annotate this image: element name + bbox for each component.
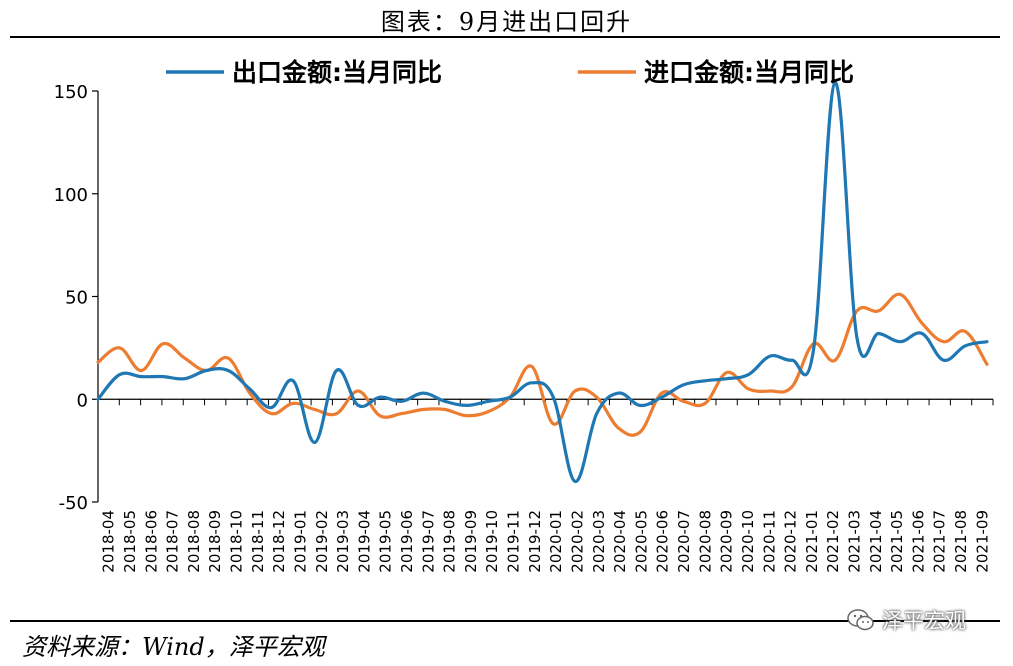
series-line-export [96,81,989,484]
x-tick-label: 2019-04 [355,510,373,573]
watermark: 泽平宏观 [846,605,966,635]
axes [92,90,994,503]
watermark-text: 泽平宏观 [882,609,966,633]
x-tick-label: 2019-10 [483,510,501,573]
x-tick-label: 2021-01 [803,510,821,573]
x-tick-label: 2021-04 [867,510,885,573]
x-tick-label: 2019-06 [398,510,416,573]
x-tick-label: 2018-09 [206,510,224,573]
y-tick-label: 150 [54,82,88,103]
legend-item-import: 进口金额:当月同比 [578,58,854,87]
x-tick-label: 2019-11 [505,510,523,573]
x-tick-label: 2018-06 [142,510,160,573]
source-note: 资料来源：Wind，泽平宏观 [22,633,325,661]
y-tick-label: 0 [77,390,88,411]
x-tick-label: 2018-11 [249,510,267,573]
x-tick-label: 2021-03 [845,510,863,573]
y-tick-label: 100 [54,185,88,206]
chart-title: 图表：9月进出口回升 [380,8,633,36]
x-tick-label: 2018-12 [270,510,288,573]
x-tick-label: 2021-05 [888,510,906,573]
x-tick-label: 2021-06 [909,510,927,573]
x-tick-label: 2019-07 [419,510,437,573]
x-tick-label: 2019-01 [291,510,309,573]
legend: 出口金额:当月同比 进口金额:当月同比 [166,58,854,87]
wechat-icon [847,609,874,631]
x-tick-label: 2021-09 [973,510,991,573]
title-divider [10,36,1000,38]
source-divider [10,620,1000,622]
x-tick-label: 2019-08 [441,510,459,573]
x-tick-label: 2020-05 [632,510,650,573]
series-line-import [96,292,989,437]
y-tick-label: -50 [59,493,88,514]
legend-label: 进口金额:当月同比 [644,58,854,87]
x-tick-label: 2018-07 [164,510,182,573]
x-tick-label: 2018-05 [121,510,139,573]
x-tick-label: 2020-07 [675,510,693,573]
series-lines [96,81,989,484]
x-tick-label: 2020-01 [547,510,565,573]
x-tick-label: 2021-08 [952,510,970,573]
x-tick-label: 2020-02 [568,510,586,573]
x-tick-label: 2019-05 [377,510,395,573]
line-chart: 2018-04 2018-05 2018-06 2018-07 2018-08 2018-… [54,58,994,573]
x-tick-label: 2019-09 [462,510,480,573]
legend-item-export: 出口金额:当月同比 [166,58,442,87]
x-tick-label: 2020-12 [782,510,800,573]
x-tick-label: 2018-10 [228,510,246,573]
x-tick-label: 2018-04 [100,510,118,573]
x-tick-label: 2020-10 [739,510,757,573]
y-tick-label: 50 [65,288,88,309]
legend-label: 出口金额:当月同比 [232,58,442,87]
x-tick-label: 2020-06 [654,510,672,573]
x-tick-label: 2020-03 [590,510,608,573]
x-tick-label: 2019-02 [313,510,331,573]
x-tick-label: 2021-07 [931,510,949,573]
x-tick-label: 2020-08 [696,510,714,573]
x-tick-label: 2019-12 [526,510,544,573]
x-tick-label: 2021-02 [824,510,842,573]
x-tick-label: 2020-04 [611,510,629,573]
x-tick-label: 2020-11 [760,510,778,573]
x-tick-labels: 2018-04 2018-05 2018-06 2018-07 2018-08 2018-… [100,510,992,573]
x-tick-label: 2018-08 [185,510,203,573]
y-tick-labels: -50 0 50 100 150 [54,82,88,514]
x-tick-label: 2019-03 [334,510,352,573]
x-tick-label: 2020-09 [718,510,736,573]
